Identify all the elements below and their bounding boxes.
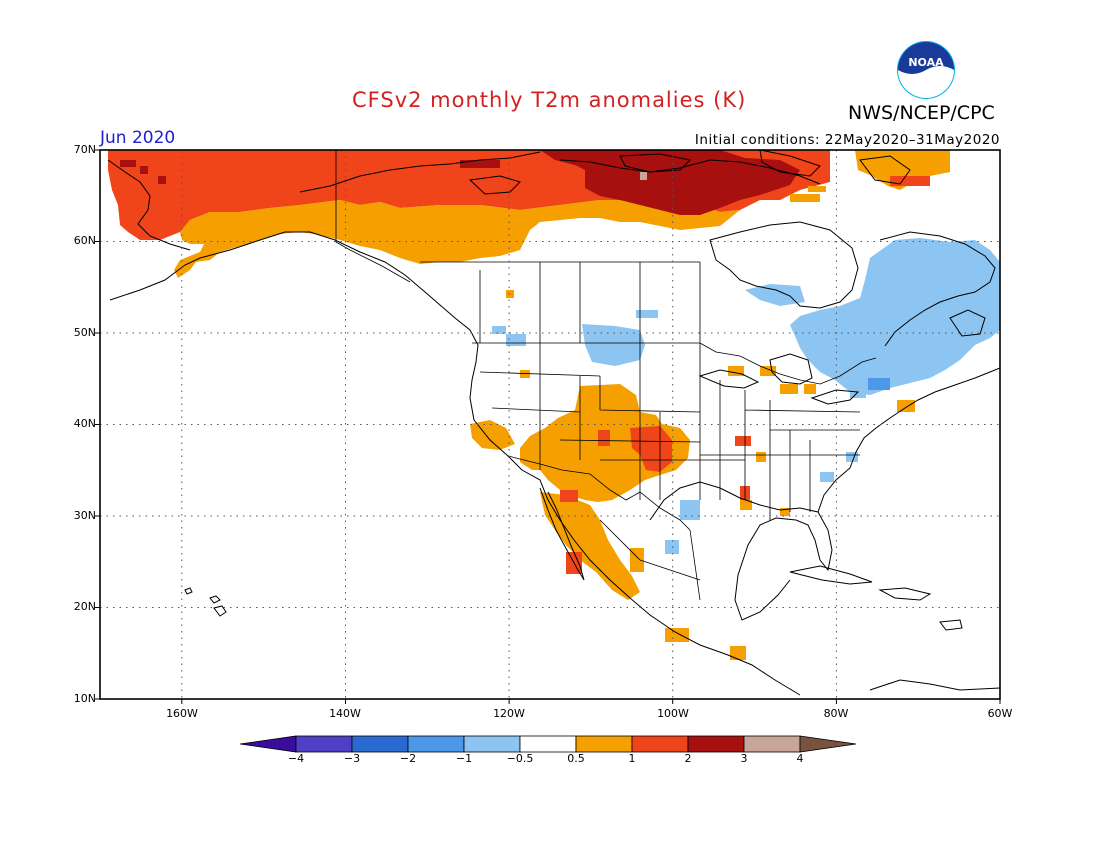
colorbar-segment-min [240, 735, 297, 753]
noaa-logo: NOAA [897, 41, 955, 99]
colorbar-segment [575, 735, 633, 753]
lon-label-100w: 100W [657, 707, 689, 720]
colorbar-tick-label: −0.5 [506, 752, 534, 765]
lat-label-30n: 30N [73, 509, 96, 522]
colorbar-segment [295, 735, 353, 753]
colorbar-tick-label: 3 [740, 752, 748, 765]
graticule [100, 150, 1000, 699]
lat-label-70n: 70N [73, 143, 96, 156]
lon-label-140w: 140W [329, 707, 361, 720]
colorbar-segment [351, 735, 409, 753]
lat-label-60n: 60N [73, 234, 96, 247]
anomaly-plains-red [630, 426, 672, 472]
coastlines [107, 150, 1000, 696]
logo-text: NOAA [908, 56, 944, 69]
colorbar-tick-label: 2 [684, 752, 692, 765]
colorbar-segment [519, 735, 577, 753]
lat-label-10n: 10N [73, 692, 96, 705]
anomaly-eastern-canada-blue [790, 238, 1000, 395]
lat-label-40n: 40N [73, 417, 96, 430]
lat-label-20n: 20N [73, 600, 96, 613]
colorbar-tick-label: 0.5 [567, 752, 585, 765]
colorbar-tick-label: 1 [628, 752, 636, 765]
lon-label-120w: 120W [493, 707, 525, 720]
agency-label: NWS/NCEP/CPC [848, 102, 995, 124]
lon-label-160w: 160W [166, 707, 198, 720]
colorbar-segment [463, 735, 521, 753]
colorbar-segment [631, 735, 689, 753]
lon-label-80w: 80W [823, 707, 849, 720]
month-label: Jun 2020 [100, 128, 176, 148]
ticks [95, 149, 1001, 704]
colorbar-segment [407, 735, 465, 753]
initial-conditions-label: Initial conditions: 22May2020–31May2020 [694, 132, 1000, 148]
colorbar-tick-label: 4 [796, 752, 804, 765]
colorbar-tick-label: −1 [455, 752, 473, 765]
map-title: CFSv2 monthly T2m anomalies (K) [352, 88, 747, 112]
colorbar [240, 735, 857, 753]
colorbar-segment-max [799, 735, 857, 753]
colorbar-tick-label: −2 [399, 752, 417, 765]
anomaly-upper-midwest-blue [582, 324, 645, 366]
anomaly-nunavut-darkred [540, 150, 800, 215]
lon-label-60w: 60W [987, 707, 1013, 720]
colorbar-segment [743, 735, 801, 753]
borders [335, 150, 877, 601]
colorbar-segment [687, 735, 745, 753]
anomaly-yukon-orange [174, 200, 740, 278]
lat-label-50n: 50N [73, 326, 96, 339]
colorbar-tick-label: −3 [343, 752, 361, 765]
colorbar-tick-label: −4 [287, 752, 305, 765]
